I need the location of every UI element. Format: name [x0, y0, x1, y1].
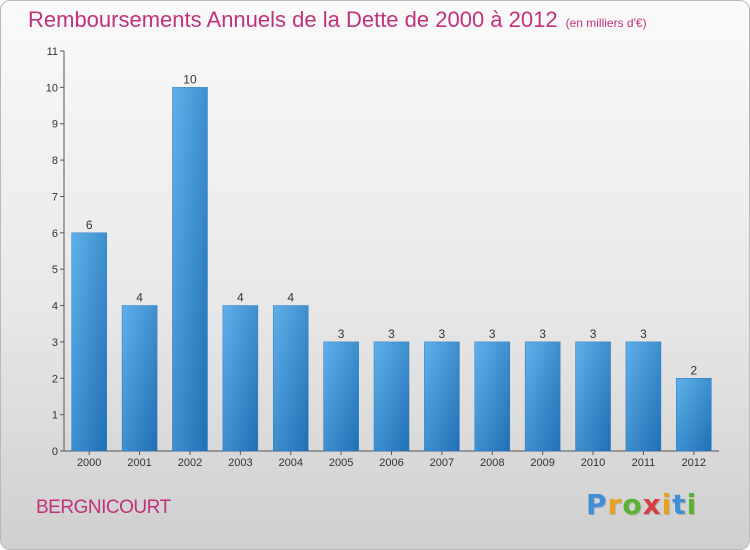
bar-2005 — [323, 341, 359, 452]
x-tick-label-2005: 2005 — [329, 457, 353, 469]
x-tick-label-2009: 2009 — [530, 457, 554, 469]
bar-2010 — [575, 341, 611, 452]
y-tick-label: 7 — [52, 191, 58, 203]
data-label-2012: 2 — [690, 363, 697, 377]
x-tick-label-2001: 2001 — [127, 457, 151, 469]
y-axis: 0 1 2 3 4 5 6 7 8 9 10 11 — [46, 46, 65, 458]
y-tick-label: 3 — [52, 337, 58, 349]
x-tick-label-2008: 2008 — [480, 457, 504, 469]
chart-title-text: Remboursements Annuels de la Dette de 20… — [28, 7, 558, 32]
data-label-2010: 3 — [590, 327, 597, 341]
bar-2011 — [625, 341, 662, 452]
y-tick-label: 6 — [52, 228, 58, 240]
data-label-2011: 3 — [640, 327, 647, 341]
bar-2006 — [373, 341, 410, 452]
x-tick-label-2002: 2002 — [178, 457, 202, 469]
data-labels: 6 4 10 4 4 3 3 3 3 3 3 3 2 — [86, 72, 698, 377]
x-tick-label-2007: 2007 — [430, 457, 454, 469]
y-tick-label: 11 — [47, 46, 58, 58]
bar-2003 — [222, 305, 259, 452]
location-name: BERGNICOURT — [36, 497, 171, 518]
logo-letter: r — [607, 488, 623, 521]
x-tick-label-2003: 2003 — [228, 457, 252, 469]
y-tick-label: 5 — [52, 264, 58, 276]
bar-2009 — [524, 341, 561, 452]
data-label-2002: 10 — [183, 72, 197, 86]
x-tick-label-2000: 2000 — [77, 457, 101, 469]
x-tick-label-2006: 2006 — [379, 457, 403, 469]
bar-2004 — [272, 305, 309, 452]
chart-subtitle: (en milliers d'€) — [565, 16, 647, 30]
bar-2012 — [676, 378, 712, 452]
logo-letter: t — [672, 488, 687, 521]
x-axis: 2000 2001 2002 2003 2004 2005 2006 2007 2008 2009… — [64, 450, 719, 469]
proxiti-logo: Proxiti — [586, 488, 697, 521]
x-tick-label-2012: 2012 — [682, 457, 706, 469]
x-tick-label-2011: 2011 — [632, 457, 656, 469]
data-label-2000: 6 — [86, 218, 93, 232]
y-tick-label: 8 — [52, 155, 58, 167]
bar-2000 — [71, 232, 107, 452]
y-tick-label: 10 — [46, 82, 58, 94]
logo-letter: x — [642, 488, 662, 521]
logo-letter: i — [661, 488, 673, 521]
data-label-2001: 4 — [136, 291, 143, 305]
x-tick-label-2004: 2004 — [278, 457, 302, 469]
bar-2002 — [172, 87, 208, 452]
bar-2008 — [474, 341, 511, 452]
y-tick-label: 1 — [52, 410, 58, 422]
logo-letter: o — [622, 488, 643, 521]
data-label-2007: 3 — [439, 327, 446, 341]
y-tick-label: 4 — [52, 301, 58, 313]
data-label-2005: 3 — [338, 327, 345, 341]
y-tick-label: 2 — [52, 373, 58, 385]
chart-title: Remboursements Annuels de la Dette de 20… — [28, 7, 647, 33]
data-label-2003: 4 — [237, 291, 244, 305]
bars — [71, 87, 712, 452]
y-tick-label: 9 — [52, 119, 58, 131]
data-label-2006: 3 — [388, 327, 395, 341]
data-label-2008: 3 — [489, 327, 496, 341]
data-label-2004: 4 — [287, 291, 294, 305]
x-tick-label-2010: 2010 — [581, 457, 605, 469]
y-tick-label: 0 — [52, 446, 58, 458]
bar-2001 — [121, 305, 158, 452]
bar-2007 — [424, 341, 460, 452]
logo-letter: P — [586, 488, 608, 521]
data-label-2009: 3 — [539, 327, 546, 341]
logo-letter: i — [686, 488, 698, 521]
